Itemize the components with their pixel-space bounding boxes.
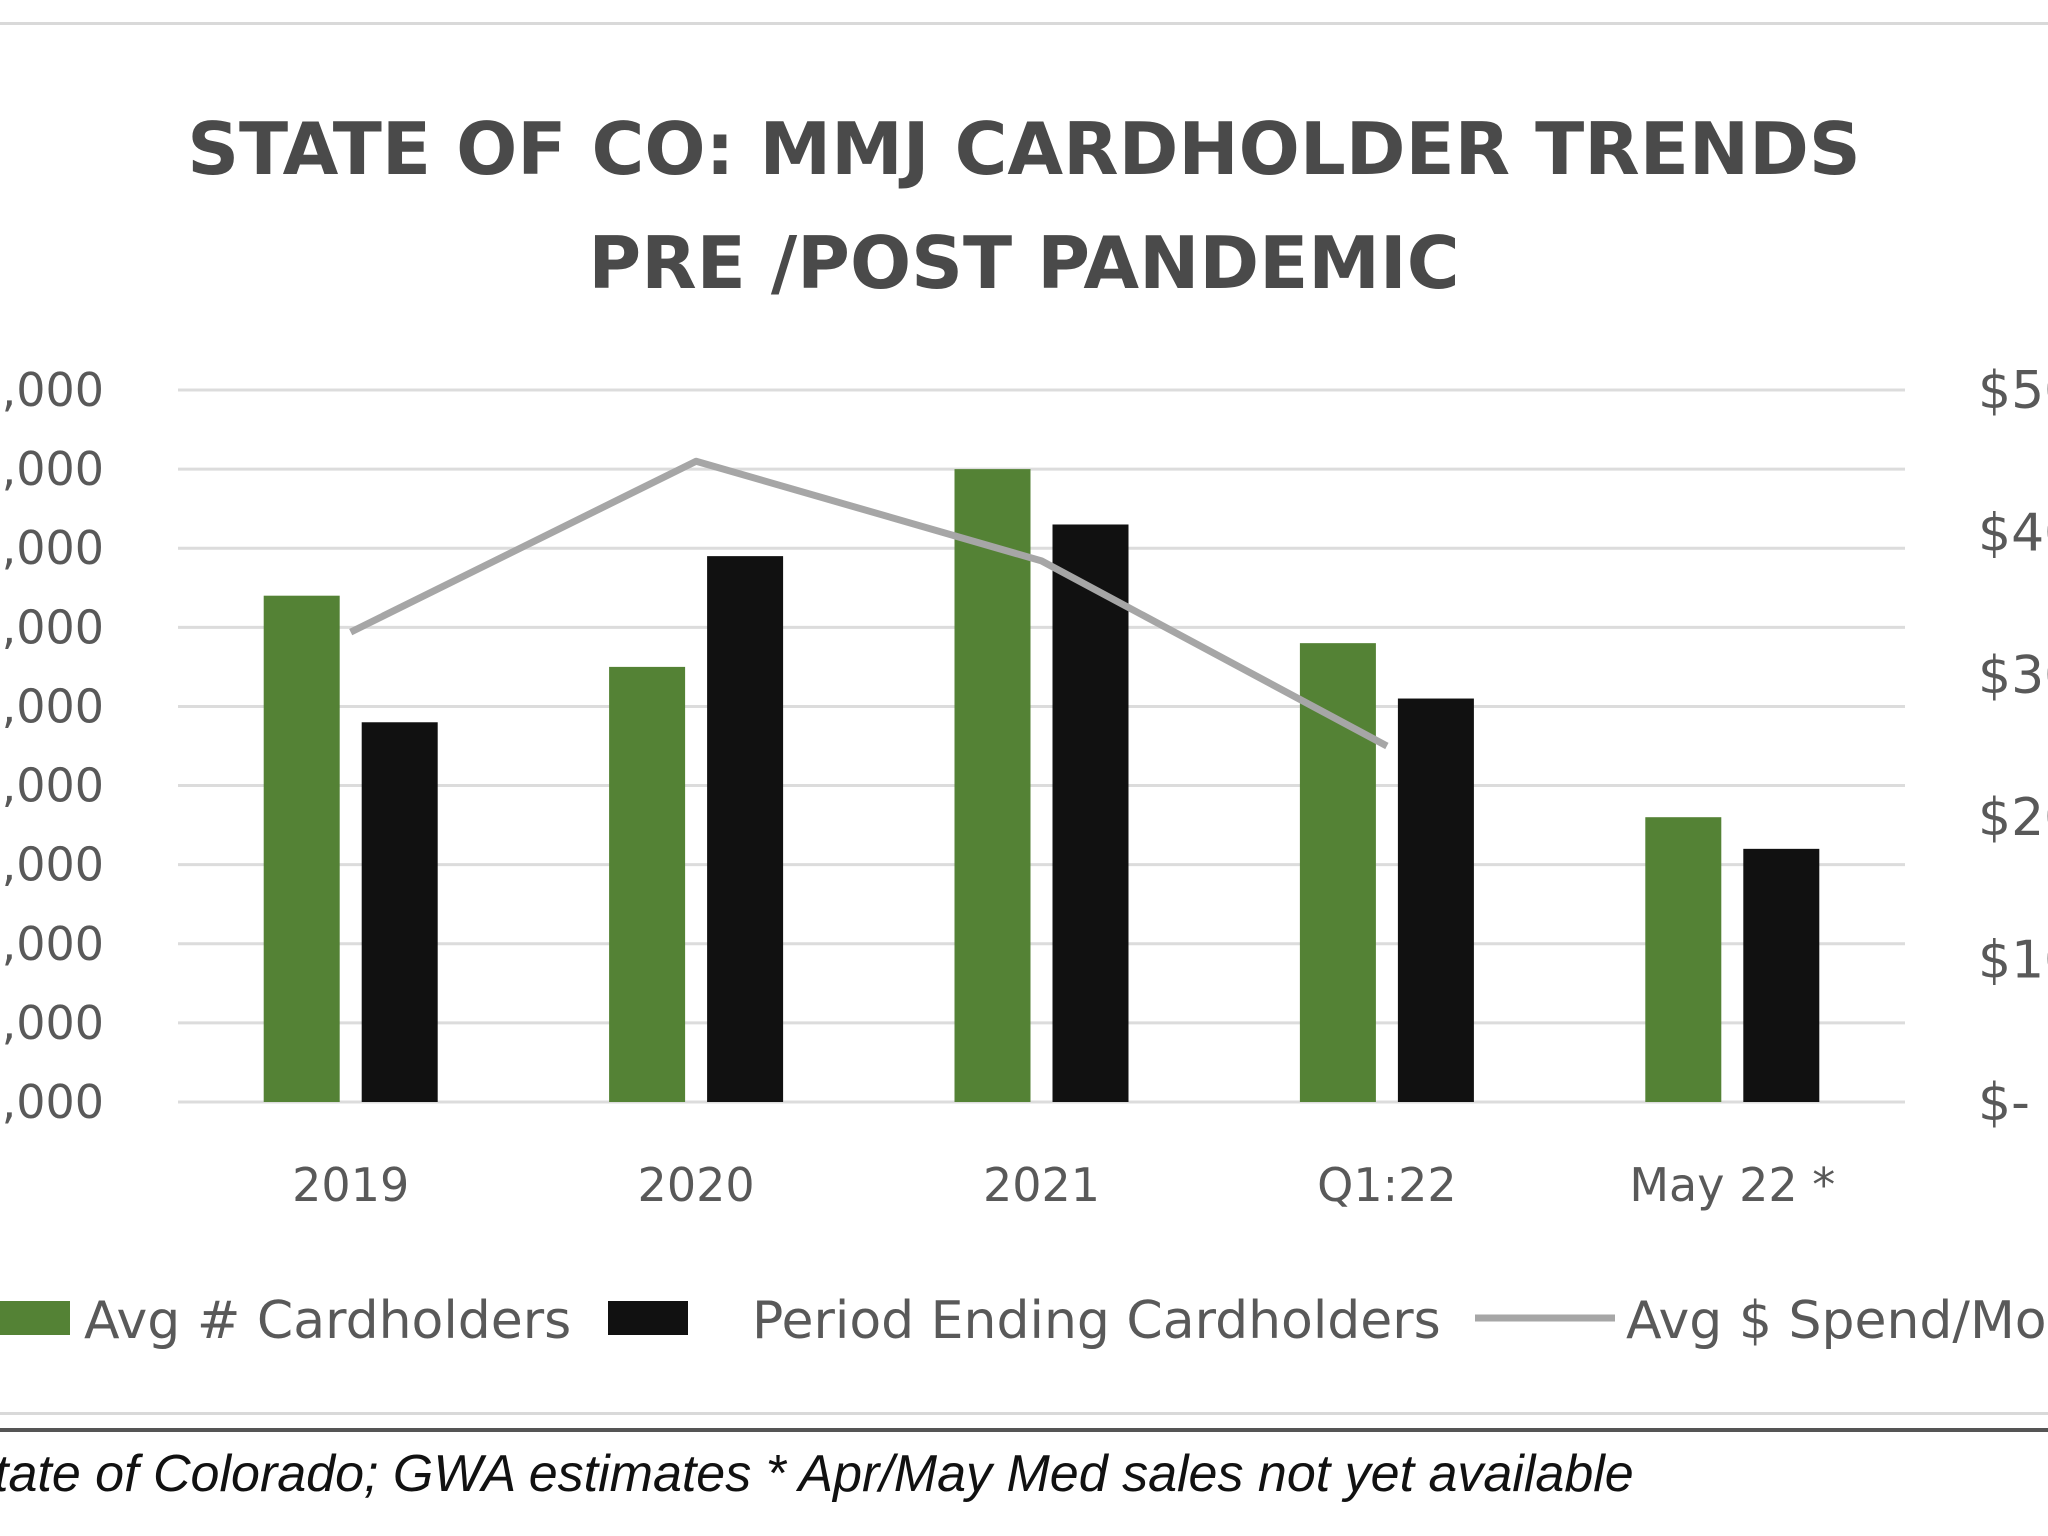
- legend-swatch: [0, 1301, 70, 1335]
- right-axis-tick-label: $-: [1978, 1073, 2030, 1133]
- left-axis-tick-label: ,000: [2, 759, 104, 813]
- left-axis-tick-label: ,000: [2, 442, 104, 496]
- top-divider: [0, 22, 2048, 25]
- line-avg-spend: [349, 457, 1389, 750]
- bar-period-ending-cardholders: [361, 722, 438, 1102]
- left-axis-tick-label: ,000: [2, 521, 104, 575]
- x-axis-tick-label: 2020: [638, 1158, 755, 1212]
- bar-avg-cardholders: [1299, 643, 1376, 1102]
- source-note: tate of Colorado; GWA estimates * Apr/Ma…: [0, 1445, 1634, 1503]
- legend-label: Period Ending Cardholders: [752, 1291, 1441, 1351]
- right-axis-tick-label: $40: [1978, 503, 2048, 563]
- left-axis-tick-label: ,000: [2, 679, 104, 733]
- legend-label: Avg # Cardholders: [84, 1291, 571, 1351]
- right-axis-tick-label: $30: [1978, 646, 2048, 706]
- left-axis-tick-label: ,000: [2, 600, 104, 654]
- right-axis-tick-label: $20: [1978, 788, 2048, 848]
- chart-title: STATE OF CO: MMJ CARDHOLDER TRENDS PRE /…: [0, 92, 2048, 320]
- left-axis-tick-label: ,000: [2, 1075, 104, 1129]
- bar-avg-cardholders: [1645, 817, 1722, 1102]
- right-axis-tick-label: $50: [1978, 361, 2048, 421]
- right-axis-tick-label: $10: [1978, 931, 2048, 991]
- bar-period-ending-cardholders: [1397, 698, 1474, 1102]
- left-axis-tick-label: ),000: [0, 363, 104, 417]
- x-axis-tick-label: 2021: [983, 1158, 1100, 1212]
- chart-title-line-2: PRE /POST PANDEMIC: [588, 221, 1460, 305]
- bar-avg-cardholders: [609, 666, 686, 1102]
- bar-period-ending-cardholders: [707, 556, 784, 1102]
- footer-divider: [0, 1428, 2048, 1432]
- bar-avg-cardholders: [263, 595, 340, 1102]
- left-axis-tick-label: ,000: [2, 996, 104, 1050]
- bar-period-ending-cardholders: [1052, 524, 1129, 1102]
- bar-period-ending-cardholders: [1743, 848, 1820, 1102]
- left-axis-tick-label: ,000: [2, 838, 104, 892]
- x-axis-tick-label: May 22 *: [1629, 1158, 1835, 1212]
- legend-swatch: [608, 1301, 688, 1335]
- legend-label: Avg $ Spend/Mo: [1626, 1291, 2047, 1351]
- bar-avg-cardholders: [954, 469, 1031, 1103]
- x-axis-tick-label: 2019: [292, 1158, 409, 1212]
- chart-title-line-1: STATE OF CO: MMJ CARDHOLDER TRENDS: [187, 107, 1861, 191]
- left-axis-tick-label: ,000: [2, 917, 104, 971]
- x-axis-tick-label: Q1:22: [1317, 1158, 1457, 1212]
- chart-frame-bottom: [0, 1412, 2048, 1415]
